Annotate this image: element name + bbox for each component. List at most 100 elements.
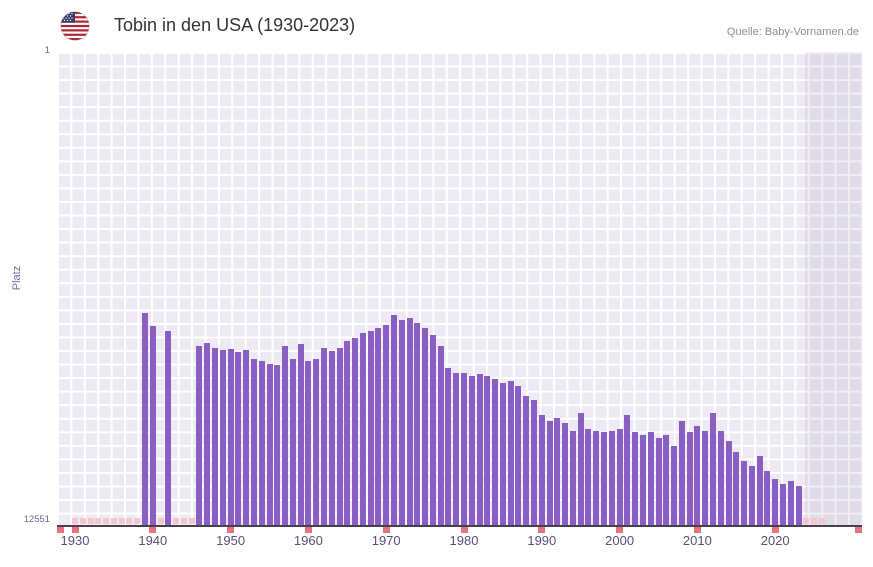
bar-1939[interactable] bbox=[142, 312, 149, 526]
bar-1995[interactable] bbox=[577, 412, 584, 526]
bar-2002[interactable] bbox=[632, 432, 639, 526]
bar-1973[interactable] bbox=[406, 318, 413, 526]
bar-2012[interactable] bbox=[709, 412, 716, 526]
bar-1951[interactable] bbox=[235, 352, 242, 526]
bar-2015[interactable] bbox=[733, 452, 740, 526]
bar-1975[interactable] bbox=[422, 327, 429, 526]
bar-1981[interactable] bbox=[468, 375, 475, 526]
bar-1968[interactable] bbox=[367, 330, 374, 526]
future-shade bbox=[805, 52, 862, 526]
bar-1978[interactable] bbox=[445, 368, 452, 526]
bar-1959[interactable] bbox=[297, 343, 304, 526]
bar-2006[interactable] bbox=[663, 435, 670, 526]
x-tick-2000 bbox=[616, 527, 624, 533]
bar-1999[interactable] bbox=[608, 430, 615, 526]
bar-2011[interactable] bbox=[702, 430, 709, 526]
bar-2003[interactable] bbox=[639, 435, 646, 526]
bar-1960[interactable] bbox=[305, 360, 312, 526]
bar-2000[interactable] bbox=[616, 428, 623, 526]
x-edge-tick-0 bbox=[57, 527, 64, 533]
chart-source: Quelle: Baby-Vornamen.de bbox=[726, 26, 859, 38]
bar-1983[interactable] bbox=[484, 375, 491, 526]
x-label-1990: 1990 bbox=[527, 533, 557, 548]
bar-1991[interactable] bbox=[546, 421, 553, 526]
bar-1947[interactable] bbox=[204, 342, 211, 526]
bar-1980[interactable] bbox=[461, 372, 467, 526]
bar-1977[interactable] bbox=[437, 345, 444, 526]
bar-1970[interactable] bbox=[383, 324, 390, 526]
bar-1994[interactable] bbox=[569, 430, 576, 526]
x-tick-2020 bbox=[771, 527, 779, 533]
bar-2010[interactable] bbox=[694, 425, 701, 526]
bar-1957[interactable] bbox=[282, 345, 289, 526]
bar-1992[interactable] bbox=[554, 418, 561, 526]
bar-2008[interactable] bbox=[678, 421, 685, 526]
bar-1985[interactable] bbox=[499, 383, 506, 526]
bar-1964[interactable] bbox=[336, 348, 343, 526]
x-tick-1960 bbox=[304, 527, 312, 533]
x-tick-1950 bbox=[227, 527, 235, 533]
bar-1950[interactable] bbox=[227, 349, 234, 526]
bar-1976[interactable] bbox=[429, 335, 436, 526]
bar-2004[interactable] bbox=[647, 432, 654, 526]
bar-1974[interactable] bbox=[414, 322, 421, 526]
bar-2013[interactable] bbox=[717, 430, 724, 526]
bar-1954[interactable] bbox=[258, 360, 265, 526]
bar-1993[interactable] bbox=[562, 423, 569, 526]
bar-1948[interactable] bbox=[212, 348, 219, 526]
bar-1969[interactable] bbox=[375, 327, 382, 526]
bar-1955[interactable] bbox=[266, 363, 273, 526]
bar-1958[interactable] bbox=[289, 358, 296, 526]
bar-2023[interactable] bbox=[795, 486, 802, 526]
x-tick-1930 bbox=[71, 527, 79, 533]
bar-2020[interactable] bbox=[772, 478, 779, 526]
bar-1962[interactable] bbox=[320, 348, 327, 526]
x-axis-ticks bbox=[57, 527, 862, 535]
bar-1982[interactable] bbox=[476, 373, 483, 526]
bar-1998[interactable] bbox=[601, 432, 608, 526]
bar-2016[interactable] bbox=[741, 460, 748, 526]
bar-1987[interactable] bbox=[515, 386, 522, 526]
bar-1997[interactable] bbox=[593, 430, 600, 526]
bar-1952[interactable] bbox=[243, 350, 250, 526]
bar-2001[interactable] bbox=[624, 415, 631, 526]
missing-year-2025 bbox=[811, 518, 818, 524]
bar-1989[interactable] bbox=[531, 400, 538, 526]
bar-2022[interactable] bbox=[787, 480, 794, 526]
bar-1961[interactable] bbox=[313, 358, 320, 526]
bar-1965[interactable] bbox=[344, 340, 351, 526]
bar-1946[interactable] bbox=[196, 345, 203, 526]
bar-1942[interactable] bbox=[165, 331, 172, 526]
bar-1996[interactable] bbox=[585, 428, 592, 526]
bar-1956[interactable] bbox=[274, 364, 281, 526]
bar-2005[interactable] bbox=[655, 438, 662, 526]
bar-1963[interactable] bbox=[328, 351, 335, 526]
bar-1984[interactable] bbox=[492, 378, 499, 526]
x-label-1980: 1980 bbox=[449, 533, 479, 548]
bar-2017[interactable] bbox=[748, 465, 755, 526]
bar-2018[interactable] bbox=[756, 456, 763, 526]
bar-1972[interactable] bbox=[398, 320, 405, 526]
bar-1966[interactable] bbox=[352, 338, 359, 526]
x-label-1960: 1960 bbox=[293, 533, 323, 548]
bar-2014[interactable] bbox=[725, 440, 732, 526]
bar-1986[interactable] bbox=[507, 380, 514, 526]
bar-1967[interactable] bbox=[359, 333, 366, 526]
bar-1949[interactable] bbox=[219, 350, 226, 526]
x-label-1930: 1930 bbox=[60, 533, 90, 548]
x-tick-1980 bbox=[460, 527, 468, 533]
bar-1953[interactable] bbox=[250, 358, 257, 526]
bar-1979[interactable] bbox=[453, 372, 460, 526]
bar-2021[interactable] bbox=[779, 484, 786, 526]
bar-1990[interactable] bbox=[538, 415, 545, 526]
y-axis-title: Platz bbox=[11, 265, 23, 291]
bar-1971[interactable] bbox=[390, 315, 397, 526]
bar-1988[interactable] bbox=[523, 395, 530, 526]
us-flag-icon bbox=[60, 11, 90, 41]
bar-2019[interactable] bbox=[764, 471, 771, 526]
bar-2009[interactable] bbox=[686, 432, 693, 526]
bar-1940[interactable] bbox=[149, 325, 156, 526]
bar-2007[interactable] bbox=[671, 445, 678, 526]
y-tick-worst-rank: 12551 bbox=[23, 514, 50, 525]
